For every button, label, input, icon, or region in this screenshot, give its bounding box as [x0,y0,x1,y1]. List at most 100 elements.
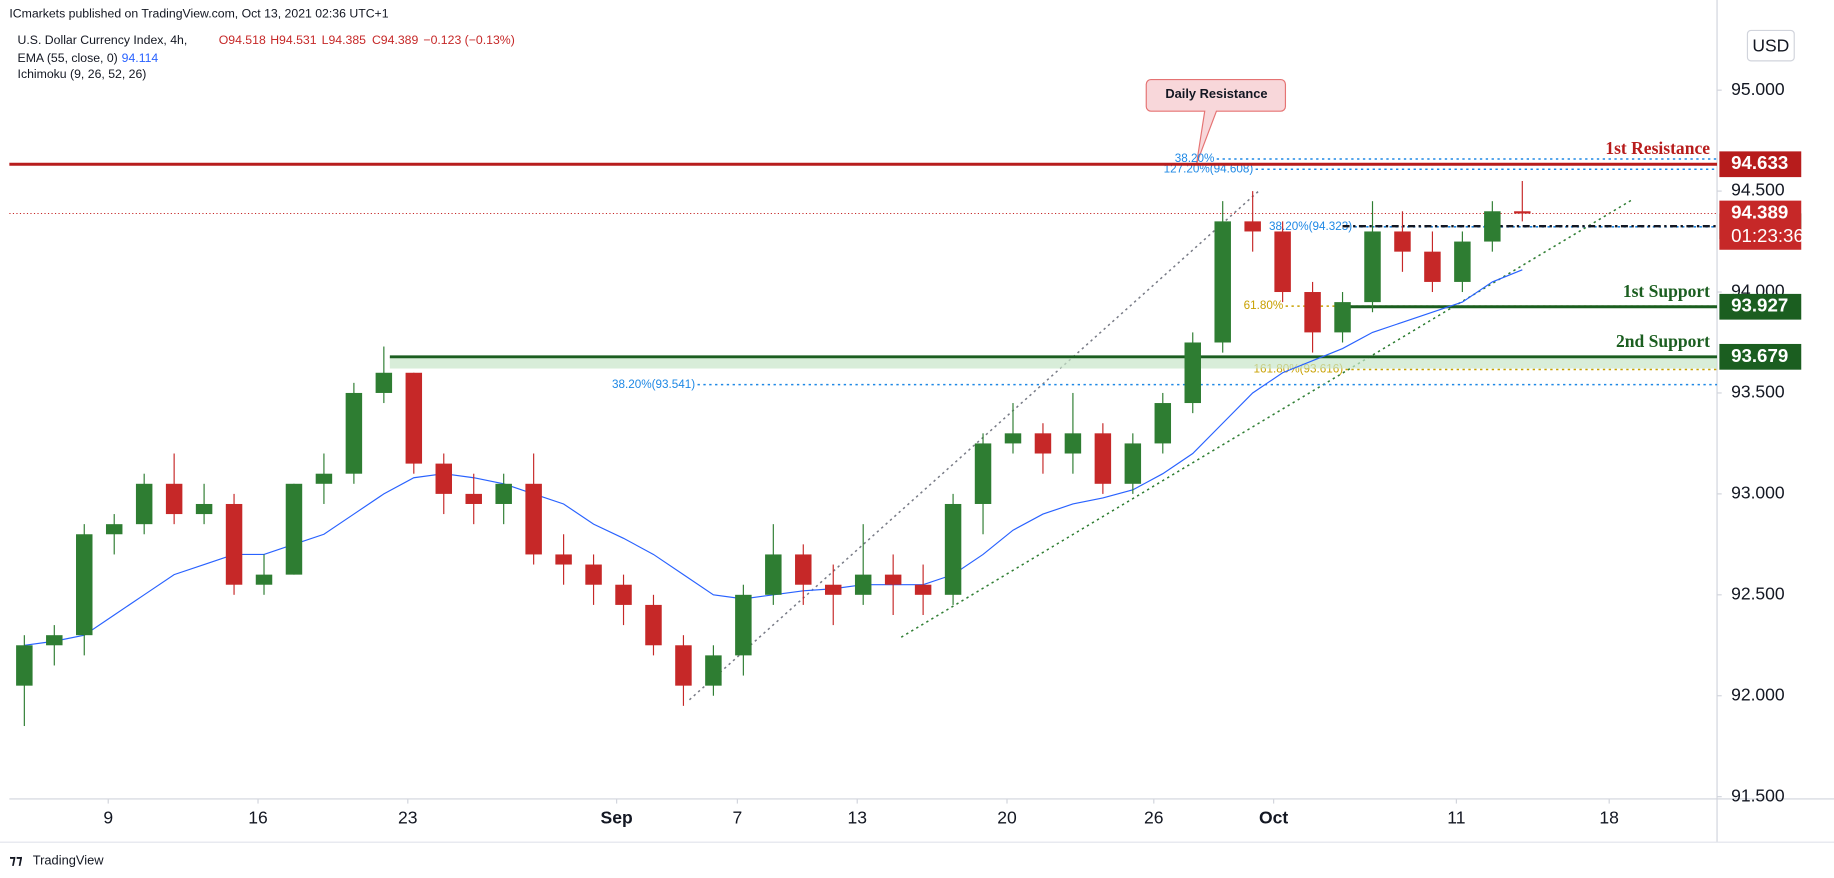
candle-body [465,493,482,504]
candle-body [105,524,123,535]
level-tag: 93.679 [1731,345,1788,366]
x-tick-label: 26 [1144,807,1164,827]
candle-body [135,483,153,525]
candle-body [1514,211,1531,214]
candle-body [705,655,722,686]
x-tick-label: 9 [103,807,113,827]
candle-body [1424,251,1441,282]
candle-body [1274,231,1291,293]
last-price-tag: 94.389 [1731,201,1788,222]
candle-body [16,645,33,686]
candle-body [824,584,842,595]
trend-line [900,198,1634,638]
candle-body [555,554,572,565]
symbol: U.S. Dollar Currency Index, 4h, [18,33,188,47]
candle-body [525,483,542,555]
x-tick-label: 13 [847,807,867,827]
x-tick-label: Sep [601,807,633,827]
candle-body [585,564,602,585]
ema-label: EMA (55, close, 0) [18,51,118,65]
candle-body [405,372,423,464]
y-tick-label: 93.000 [1731,483,1785,503]
countdown: 01:23:36 [1731,225,1804,246]
y-tick-label: 93.500 [1731,382,1785,402]
ichimoku-label: Ichimoku (9, 26, 52, 26) [18,67,147,81]
level-tag-bg [1719,151,1802,178]
x-tick-label: 18 [1599,807,1619,827]
x-tick-label: 16 [248,807,268,827]
candle-body [1454,241,1471,282]
candle-body [285,483,303,575]
x-tick-label: 20 [997,807,1017,827]
candle-body [1214,221,1231,343]
level-tag: 93.927 [1731,295,1788,316]
level-zone [389,356,1718,369]
fib-label: 38.20%(94.323) [1269,220,1352,233]
footer-logo: ⁊⁊ [9,852,22,867]
candle-body [375,372,393,393]
candle-body [1094,433,1112,484]
candle-body [315,473,333,484]
fib-label: 61.80% [1244,299,1284,312]
level-name: 1st Resistance [1605,138,1710,158]
annotation-callout [1145,78,1287,164]
candle-body [1124,443,1142,484]
candle-body [1034,433,1052,454]
candle-body [1244,221,1261,232]
publisher: ICmarkets published on TradingView.com, … [9,6,388,20]
currency-button[interactable] [1746,29,1795,62]
ohlc-high: H94.531 [270,33,317,47]
candle-body [1004,433,1022,444]
level-tag: 94.633 [1731,152,1788,173]
candle-body [1064,433,1082,454]
candle-body [854,574,872,595]
last-price-tag-bg [1719,200,1802,250]
candle-body [195,503,213,515]
fib-label: 38.20% [1175,152,1215,165]
candle-body [345,392,363,474]
candle-body [765,554,782,595]
candle-body [1304,292,1321,333]
candle-body [76,534,93,636]
candle-body [884,574,902,585]
ohlc-low: L94.385 [322,33,367,47]
level-tag-bg [1719,293,1802,320]
candle-body [225,503,243,585]
ema-value: 94.114 [122,51,159,65]
candle-body [645,604,662,646]
footer-brand: TradingView [33,852,104,867]
ohlc-open: O94.518 [219,33,266,47]
x-tick-label: Oct [1259,807,1288,827]
candle-body [675,645,692,686]
candle-body [1154,403,1172,444]
candle-body [1484,211,1501,242]
candle-body [914,584,932,595]
x-tick-label: 11 [1447,807,1465,827]
candle-body [435,463,453,494]
candle-body [1364,231,1381,303]
y-tick-label: 92.500 [1731,583,1785,603]
trend-line [688,190,1260,701]
candle-body [255,574,273,585]
candle-body [495,483,512,504]
y-tick-label: 94.500 [1731,180,1785,200]
level-name: 2nd Support [1616,331,1710,351]
level-name: 1st Support [1623,281,1710,301]
candle-body [615,584,632,605]
candle-body [795,554,812,585]
candle-body [46,635,63,646]
y-tick-label: 95.000 [1731,79,1785,99]
candle-body [974,443,992,504]
candle-body [944,503,962,595]
ohlc-change: −0.123 (−0.13%) [423,33,514,47]
x-tick-label: 7 [732,807,742,827]
y-tick-label: 92.000 [1731,684,1785,704]
currency[interactable]: USD [1752,35,1789,55]
x-tick-label: 23 [398,807,418,827]
candle-body [735,594,752,656]
ohlc-close: C94.389 [372,33,419,47]
candle-body [165,483,183,515]
